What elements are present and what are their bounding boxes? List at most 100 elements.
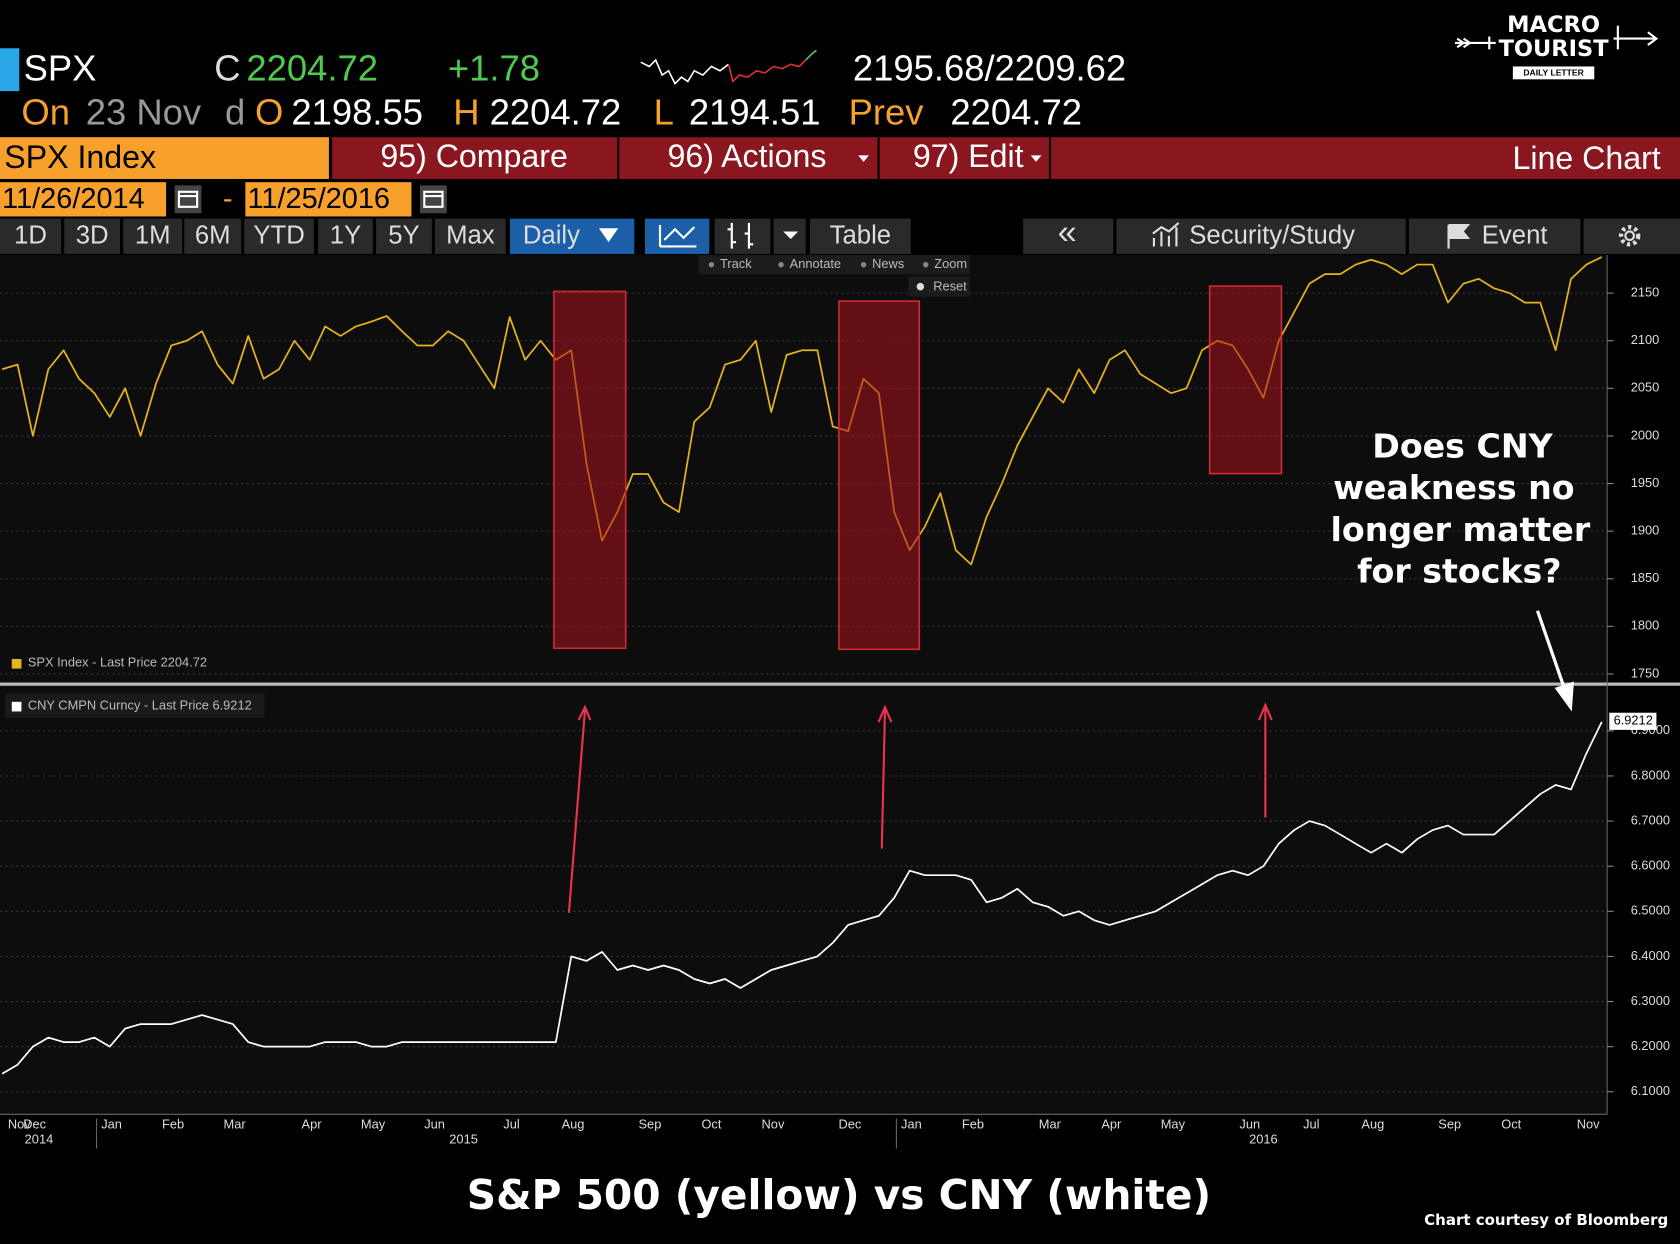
high-label: H (453, 91, 479, 132)
event-button[interactable] (1408, 218, 1581, 254)
period-label: 1M (135, 222, 171, 250)
series-group (1, 256, 1603, 566)
y-tick-label: 6.5000 (1631, 903, 1670, 918)
security-name: SPX Index (4, 139, 156, 175)
annotation: Does CNY weakness no longer matter for s… (1331, 426, 1591, 712)
period-button[interactable] (244, 218, 314, 254)
dropdown-caret (783, 231, 799, 239)
security-field[interactable] (0, 137, 329, 179)
security-study-button[interactable] (1116, 218, 1406, 254)
y-tick-label: 1950 (1631, 475, 1660, 490)
tool-label: Track (720, 256, 752, 271)
highlight-box (553, 290, 627, 650)
y-tick-label: 1850 (1631, 570, 1660, 585)
red-arrow (567, 704, 592, 913)
low-label: L (654, 91, 674, 132)
y-tick-label: 2150 (1631, 285, 1660, 300)
credit: Chart courtesy of Bloomberg (1424, 1211, 1668, 1229)
x-tick-label: Apr (302, 1116, 323, 1131)
annotation-line: weakness no (1333, 468, 1574, 507)
close-label: C (214, 47, 240, 88)
compare-menu[interactable]: 95) Compare (380, 138, 567, 174)
red-arrow (877, 704, 893, 849)
x-tick-label: Nov (762, 1116, 785, 1131)
x-tick-label: Nov (1577, 1116, 1600, 1131)
period-buttons: 1D 3D 1M 6M YTD 1Y 5Y Max (0, 218, 506, 254)
study-icon (1152, 222, 1180, 247)
legend-swatch (11, 701, 22, 712)
x-tick-label: May (361, 1116, 386, 1131)
date-separator: - (223, 183, 233, 215)
open: 2198.55 (291, 91, 423, 132)
period-label: 5Y (388, 222, 419, 250)
caption: S&P 500 (yellow) vs CNY (white) (467, 1171, 1211, 1219)
change: +1.78 (448, 47, 540, 88)
bar-chart-icon (727, 222, 754, 249)
edit-menu[interactable]: 97) Edit (913, 138, 1024, 174)
x-tick-label: Oct (1501, 1116, 1521, 1131)
security-study-label: Security/Study (1189, 222, 1355, 250)
period-button[interactable] (318, 218, 373, 254)
calendar-icon[interactable] (174, 185, 202, 214)
period-label: 6M (195, 222, 231, 250)
event-label: Event (1482, 222, 1548, 250)
x-tick-label: Jan (101, 1116, 122, 1131)
bar-chart-button[interactable] (714, 218, 771, 254)
x-tick-label: Mar (224, 1116, 247, 1131)
x-tick-label: Dec (838, 1116, 861, 1131)
line-chart-icon (658, 225, 697, 248)
period-button[interactable] (435, 218, 506, 254)
x-tick-label: Jun (424, 1116, 445, 1131)
period-button[interactable] (184, 218, 242, 254)
series-line (1, 721, 1603, 1075)
y-tick-label: 6.2000 (1631, 1038, 1670, 1053)
actions-caret (858, 155, 869, 162)
legend-label: SPX Index - Last Price 2204.72 (28, 655, 207, 670)
reset-button[interactable] (908, 276, 970, 297)
end-date-field[interactable] (245, 182, 412, 217)
year-label: 2015 (449, 1131, 478, 1146)
annotation-arrow (1535, 610, 1568, 695)
plot-area-top (0, 255, 1608, 683)
table-button[interactable] (810, 218, 911, 254)
logo-line2: TOURIST (1499, 36, 1610, 62)
annotation-line: longer matter (1331, 510, 1591, 549)
y-tick-label: 6.6000 (1631, 858, 1670, 873)
frequency-button[interactable] (510, 218, 635, 254)
tools: Track Annotate News Zoom (708, 256, 967, 271)
settings-button[interactable] (1583, 218, 1680, 254)
x-tick-label: Aug (1361, 1116, 1384, 1131)
y-tick-label: 1750 (1631, 665, 1660, 680)
reset-icon (916, 282, 925, 291)
last-price-label: 6.9212 (1614, 713, 1653, 728)
period-button[interactable] (0, 218, 62, 254)
actions-menu[interactable]: 96) Actions (668, 138, 827, 174)
y-tick-label: 2100 (1631, 332, 1660, 347)
line-chart-button[interactable] (645, 218, 710, 254)
annotation-line: for stocks? (1357, 552, 1561, 591)
logo-tag-bg (1512, 66, 1595, 80)
logo-tagline: DAILY LETTER (1523, 68, 1584, 78)
period-button[interactable] (123, 218, 183, 254)
x-tick-label: Jun (1239, 1116, 1260, 1131)
series-group (1, 721, 1603, 1075)
period-button[interactable] (376, 218, 432, 254)
d-label: d (225, 91, 245, 132)
calendar-icon[interactable] (420, 185, 447, 214)
legend-label: CNY CMPN Curncy - Last Price 6.9212 (28, 697, 252, 712)
view-label: Line Chart (1512, 140, 1660, 176)
annotation-arrowhead (1554, 681, 1574, 712)
start-date-field[interactable] (0, 182, 167, 217)
sparkline-green (805, 49, 817, 61)
x-tick-label: Dec (23, 1116, 46, 1131)
last-price-tag (1609, 712, 1657, 730)
prev: 2204.72 (950, 91, 1082, 132)
period-button[interactable] (64, 218, 120, 254)
event-icon (1447, 223, 1471, 249)
frequency: Daily (523, 222, 580, 250)
logo-line1: MACRO (1507, 12, 1600, 38)
x-tick-label: Aug (562, 1116, 585, 1131)
series-line (1, 256, 1603, 566)
back-button[interactable] (1023, 218, 1114, 254)
